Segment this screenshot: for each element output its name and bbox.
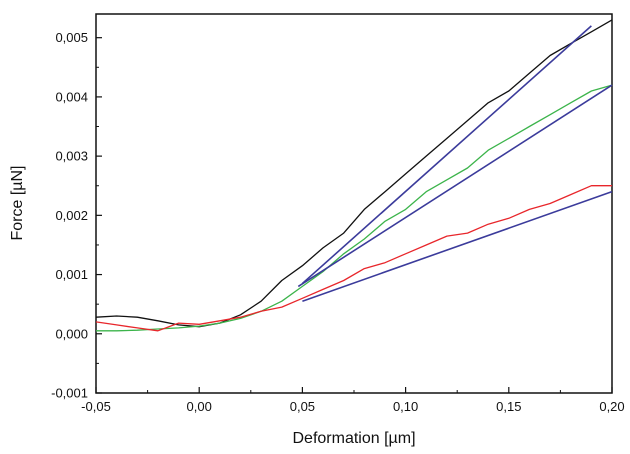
y-tick-label: 0,000 <box>55 326 88 341</box>
y-tick-label: -0,001 <box>51 386 88 401</box>
series-line-2 <box>96 84 613 332</box>
fit-line-1 <box>301 25 592 285</box>
y-tick-label: 0,002 <box>55 208 88 223</box>
y-axis: -0,001 0,000 0,001 0,002 0,003 0,004 0,005 <box>51 30 102 401</box>
x-axis-title: Deformation [µm] <box>292 430 415 447</box>
y-axis-title: Force [µN] <box>9 165 26 240</box>
x-tick-label: 0,00 <box>187 399 212 414</box>
y-tick-label: 0,001 <box>55 267 88 282</box>
x-tick-label: 0,10 <box>393 399 418 414</box>
y-tick-label: 0,005 <box>55 30 88 45</box>
x-tick-label: 0,20 <box>599 399 624 414</box>
plot-frame <box>95 13 613 394</box>
series-line-3 <box>95 185 612 332</box>
y-tick-label: 0,003 <box>55 149 88 164</box>
y-tick-label: 0,004 <box>55 89 88 104</box>
series-line-1 <box>95 19 613 328</box>
fit-line-3 <box>302 190 613 302</box>
fit-line-2 <box>297 84 613 288</box>
x-tick-label: -0,05 <box>81 399 111 414</box>
data-series <box>95 19 613 332</box>
fit-lines <box>297 25 613 302</box>
x-tick-label: 0,05 <box>290 399 315 414</box>
x-axis: -0,05 0,00 0,05 0,10 0,15 0,20 <box>81 387 625 414</box>
x-tick-label: 0,15 <box>496 399 521 414</box>
